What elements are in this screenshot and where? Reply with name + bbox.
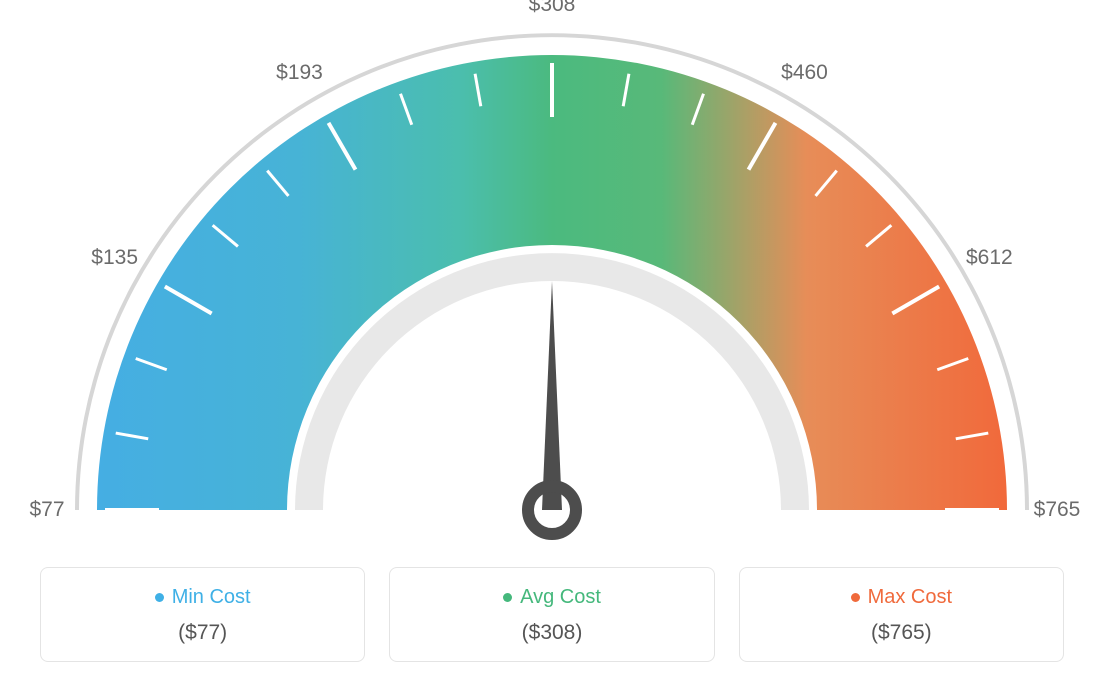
gauge-tick-label: $135 [91,246,138,270]
gauge-tick-label: $193 [276,61,323,85]
legend-title-avg: Avg Cost [503,586,601,609]
dot-icon [851,593,860,602]
gauge-svg [0,0,1104,560]
gauge-tick-label: $308 [529,0,576,17]
legend-card-max: Max Cost ($765) [739,567,1064,662]
dot-icon [503,593,512,602]
gauge-tick-label: $460 [781,61,828,85]
gauge-tick-label: $765 [1034,498,1081,522]
legend-title-min: Min Cost [155,586,251,609]
legend-max-label: Max Cost [868,586,952,609]
legend-max-value: ($765) [750,621,1053,645]
legend-card-min: Min Cost ($77) [40,567,365,662]
dot-icon [155,593,164,602]
legend-min-value: ($77) [51,621,354,645]
gauge-area: $77 $135 $193 $308 $460 $612 $765 [0,0,1104,560]
legend-avg-label: Avg Cost [520,586,601,609]
legend-row: Min Cost ($77) Avg Cost ($308) Max Cost … [40,567,1064,662]
legend-card-avg: Avg Cost ($308) [389,567,714,662]
legend-title-max: Max Cost [851,586,952,609]
gauge-tick-label: $77 [29,498,64,522]
gauge-tick-label: $612 [966,246,1013,270]
legend-avg-value: ($308) [400,621,703,645]
gauge-chart-container: $77 $135 $193 $308 $460 $612 $765 Min Cost ($7… [0,0,1104,690]
legend-min-label: Min Cost [172,586,251,609]
